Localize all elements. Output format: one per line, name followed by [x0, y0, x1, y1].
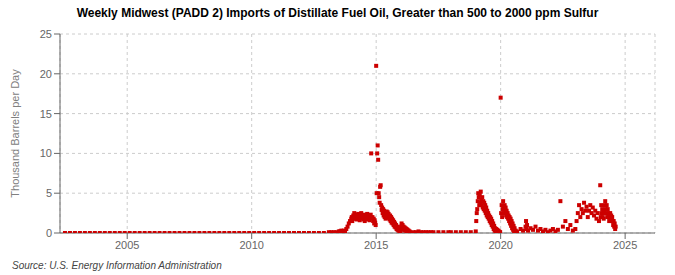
svg-text:Thousand Barrels per Day: Thousand Barrels per Day	[9, 69, 21, 198]
svg-text:25: 25	[40, 28, 52, 40]
svg-text:2010: 2010	[239, 239, 263, 251]
svg-text:2005: 2005	[115, 239, 139, 251]
svg-text:15: 15	[40, 108, 52, 120]
svg-text:20: 20	[40, 68, 52, 80]
html-text:Weekly Midwest (PADD 2) Import: Weekly Midwest (PADD 2) Imports of Disti…	[76, 6, 599, 20]
svg-text:5: 5	[46, 187, 52, 199]
svg-text:2020: 2020	[488, 239, 512, 251]
svg-text:2025: 2025	[613, 239, 637, 251]
svg-text:2015: 2015	[364, 239, 388, 251]
svg-text:0: 0	[46, 227, 52, 239]
html-text:Source: U.S. Energy Informatio: Source: U.S. Energy Information Administ…	[12, 260, 222, 271]
svg-text:10: 10	[40, 147, 52, 159]
